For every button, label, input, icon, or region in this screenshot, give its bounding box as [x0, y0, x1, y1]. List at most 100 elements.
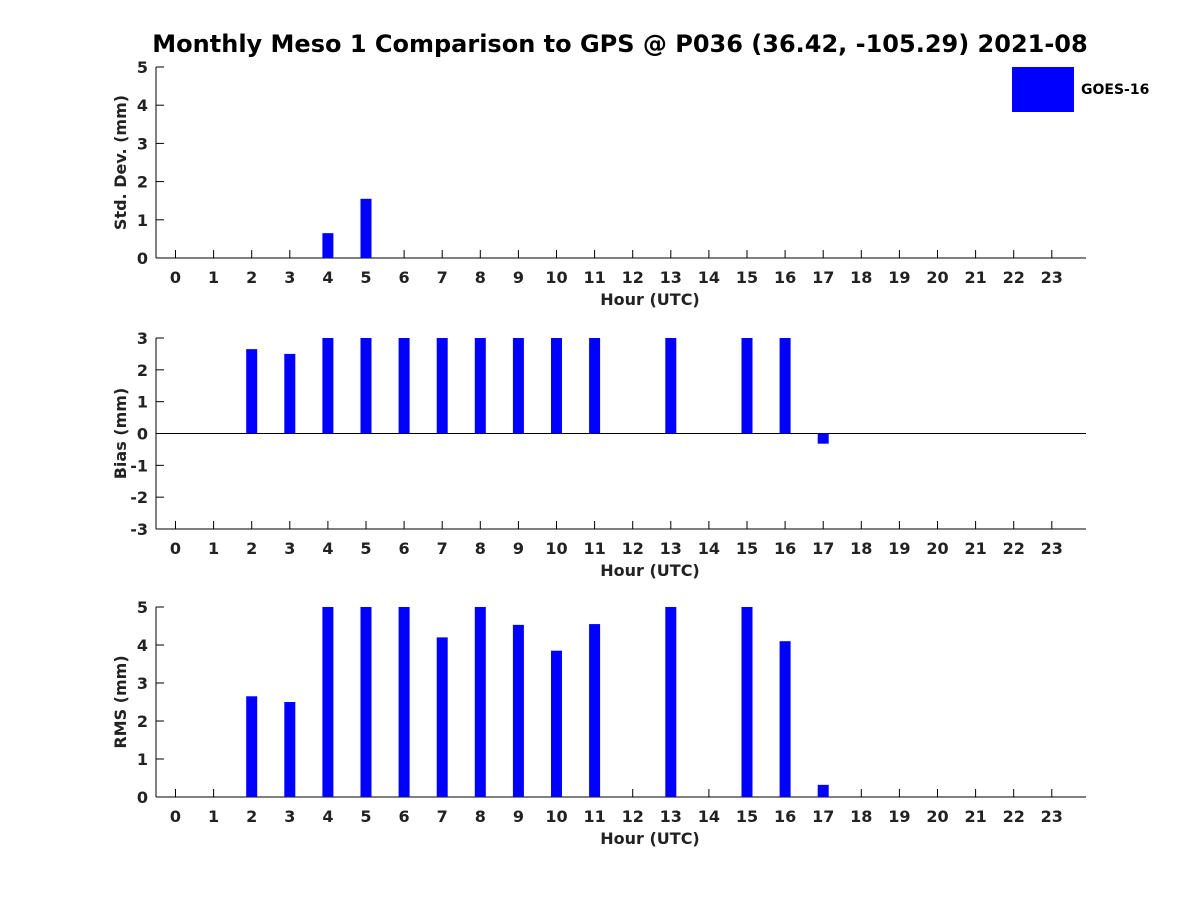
panel2-bar-hour-15 — [741, 338, 753, 434]
panel2-bar-hour-17 — [817, 433, 829, 444]
panel1-xtick-label: 0 — [170, 268, 181, 287]
panel1-xtick-label: 7 — [437, 268, 448, 287]
panel1-xtick-label: 18 — [850, 268, 872, 287]
panel2-bar-hour-10 — [551, 338, 562, 434]
panel1-xtick-label: 21 — [964, 268, 986, 287]
panel1-xtick-label: 11 — [583, 268, 605, 287]
panel3-xtick-label: 7 — [437, 807, 448, 826]
panel1-bar-hour-4 — [322, 233, 334, 258]
panel1-xtick-label: 9 — [513, 268, 524, 287]
panel1-ytick-label: 4 — [137, 96, 148, 115]
panel2-xtick-label: 21 — [964, 539, 986, 558]
legend: GOES-16 — [1012, 67, 1149, 112]
panel3-xtick-label: 16 — [774, 807, 796, 826]
panel3-xtick-label: 22 — [1003, 807, 1025, 826]
panel2-bar-hour-4 — [322, 338, 334, 434]
panel3-xtick-label: 21 — [964, 807, 986, 826]
panel1-xtick-label: 3 — [284, 268, 295, 287]
panel3-xtick-label: 1 — [208, 807, 219, 826]
panel3-ytick-label: 0 — [137, 788, 148, 807]
panel1-xtick-label: 22 — [1003, 268, 1025, 287]
panel2-ytick-label: 2 — [137, 361, 148, 380]
panel3-bar-hour-6 — [398, 607, 410, 797]
panel2-bar-hour-3 — [284, 353, 296, 434]
panel1-xtick-label: 6 — [399, 268, 410, 287]
panel1-xtick-label: 19 — [888, 268, 910, 287]
panel2-bar-hour-5 — [360, 338, 372, 434]
panel2-xtick-label: 2 — [246, 539, 257, 558]
panel1-xtick-label: 17 — [812, 268, 834, 287]
panel2-xtick-label: 16 — [774, 539, 796, 558]
panel2-ytick-label: -2 — [130, 488, 148, 507]
panel3-xtick-label: 19 — [888, 807, 910, 826]
panel1-xtick-label: 12 — [622, 268, 644, 287]
panel2-x-axis-title: Hour (UTC) — [600, 561, 700, 580]
panel2-xtick-label: 6 — [399, 539, 410, 558]
panel3-bar-hour-2 — [246, 696, 258, 797]
panel1-xtick-label: 16 — [774, 268, 796, 287]
panel3-xtick-label: 2 — [246, 807, 257, 826]
panel3-xtick-label: 20 — [926, 807, 948, 826]
legend-label-goes16: GOES-16 — [1081, 81, 1150, 98]
panel1-xtick-label: 8 — [475, 268, 486, 287]
legend-swatch-goes16 — [1012, 67, 1074, 112]
panel2-xtick-label: 3 — [284, 539, 295, 558]
panel2-xtick-label: 18 — [850, 539, 872, 558]
panel2-xtick-label: 14 — [698, 539, 720, 558]
panel1-xtick-label: 2 — [246, 268, 257, 287]
panel3-xtick-label: 18 — [850, 807, 872, 826]
panel1-xtick-label: 1 — [208, 268, 219, 287]
panel2-bar-hour-6 — [398, 338, 410, 434]
panel3-ytick-label: 4 — [137, 636, 148, 655]
panel3-bar-hour-3 — [284, 702, 296, 797]
panel2-ytick-label: 1 — [137, 393, 148, 412]
panel2-ytick-label: -3 — [130, 520, 148, 539]
panel2-xtick-label: 1 — [208, 539, 219, 558]
panel3-xtick-label: 14 — [698, 807, 720, 826]
panel3-ytick-label: 1 — [137, 750, 148, 769]
panel1-xtick-label: 4 — [322, 268, 333, 287]
panel1-xtick-label: 10 — [545, 268, 567, 287]
panel3-ytick-label: 5 — [137, 598, 148, 617]
panel1-xtick-label: 13 — [660, 268, 682, 287]
panel3-bar-hour-9 — [512, 624, 524, 797]
panel2-xtick-label: 17 — [812, 539, 834, 558]
panel1-bar-hour-5 — [360, 198, 372, 258]
panel3-bar-hour-4 — [322, 607, 334, 797]
panel3-bar-hour-8 — [474, 607, 486, 797]
panel2-bar-hour-13 — [665, 338, 677, 434]
panel3-bar-hour-11 — [589, 624, 601, 797]
panel2-xtick-label: 9 — [513, 539, 524, 558]
panel3-xtick-label: 5 — [360, 807, 371, 826]
panel3-xtick-label: 4 — [322, 807, 333, 826]
panel2-bar-hour-16 — [779, 338, 791, 434]
panel3-xtick-label: 23 — [1041, 807, 1063, 826]
panel2-xtick-label: 8 — [475, 539, 486, 558]
panel3-ytick-label: 2 — [137, 712, 148, 731]
panel2-xtick-label: 10 — [545, 539, 567, 558]
panel2-bar-hour-8 — [474, 338, 486, 434]
panel2-xtick-label: 0 — [170, 539, 181, 558]
panel2-xtick-label: 13 — [660, 539, 682, 558]
panel1-ytick-label: 2 — [137, 173, 148, 192]
panel2-bar-hour-2 — [246, 349, 258, 434]
panel3-xtick-label: 11 — [583, 807, 605, 826]
panel3-y-axis-title: RMS (mm) — [111, 655, 130, 748]
panel1-y-axis-title: Std. Dev. (mm) — [111, 95, 130, 230]
panel1-ytick-label: 5 — [137, 58, 148, 77]
panel2-bar-hour-11 — [589, 338, 601, 434]
panel3-xtick-label: 8 — [475, 807, 486, 826]
panel3-bar-hour-5 — [360, 607, 372, 797]
panel2-xtick-label: 4 — [322, 539, 333, 558]
chart-title: Monthly Meso 1 Comparison to GPS @ P036 … — [152, 30, 1088, 58]
panel2-xtick-label: 7 — [437, 539, 448, 558]
panel3-bar-hour-16 — [779, 641, 791, 797]
panel2-xtick-label: 22 — [1003, 539, 1025, 558]
panel2-xtick-label: 12 — [622, 539, 644, 558]
panel1-xtick-label: 23 — [1041, 268, 1063, 287]
panel3-x-axis-title: Hour (UTC) — [600, 829, 700, 848]
panel3-xtick-label: 0 — [170, 807, 181, 826]
panel2-xtick-label: 20 — [926, 539, 948, 558]
panel1-ytick-label: 1 — [137, 211, 148, 230]
panel2-bar-hour-7 — [436, 338, 448, 434]
